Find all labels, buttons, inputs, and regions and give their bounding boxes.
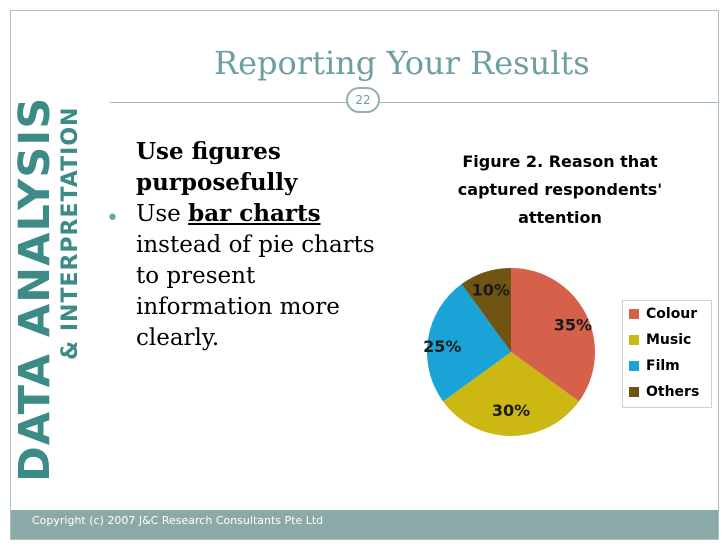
chart-title: Figure 2. Reason that captured responden… bbox=[457, 152, 663, 227]
legend-item-others: Others bbox=[623, 379, 711, 405]
footer-copyright: Copyright (c) 2007 J&C Research Consulta… bbox=[32, 514, 324, 527]
legend-label: Film bbox=[646, 358, 680, 374]
body-heading-line-1: Use figures bbox=[136, 138, 281, 165]
legend-swatch bbox=[629, 387, 639, 397]
legend-label: Music bbox=[646, 332, 692, 348]
chart-legend: Colour Music Film Others bbox=[622, 300, 712, 408]
legend-swatch bbox=[629, 309, 639, 319]
legend-item-music: Music bbox=[623, 327, 711, 353]
slide-title: Reporting Your Results bbox=[214, 44, 590, 82]
brand-main-text: DATA ANALYSIS bbox=[10, 96, 60, 482]
legend-label: Colour bbox=[646, 306, 698, 322]
vertical-branding: DATA ANALYSIS bbox=[10, 97, 60, 482]
legend-label: Others bbox=[646, 384, 700, 400]
vertical-branding-sub: & INTERPRETATION bbox=[58, 106, 83, 360]
bullet-dot-icon: • bbox=[106, 206, 119, 231]
bullet-prefix: Use bbox=[136, 201, 189, 227]
legend-item-colour: Colour bbox=[623, 301, 711, 327]
body-heading-line-2: purposefully bbox=[136, 169, 298, 196]
bullet-rest: instead of pie charts to present informa… bbox=[136, 232, 375, 351]
brand-sub-text: & INTERPRETATION bbox=[58, 106, 83, 360]
legend-swatch bbox=[629, 361, 639, 371]
legend-item-film: Film bbox=[623, 353, 711, 379]
page-number-badge: 22 bbox=[346, 87, 380, 113]
footer-bar: Copyright (c) 2007 J&C Research Consulta… bbox=[11, 510, 718, 539]
slide-body: Use figures purposefully • Use bar chart… bbox=[106, 136, 393, 354]
legend-swatch bbox=[629, 335, 639, 345]
bullet-item: • Use bar charts instead of pie charts t… bbox=[106, 198, 393, 354]
bullet-emphasis: bar charts bbox=[188, 200, 321, 227]
body-heading: Use figures purposefully bbox=[118, 136, 393, 198]
title-divider bbox=[110, 102, 718, 103]
